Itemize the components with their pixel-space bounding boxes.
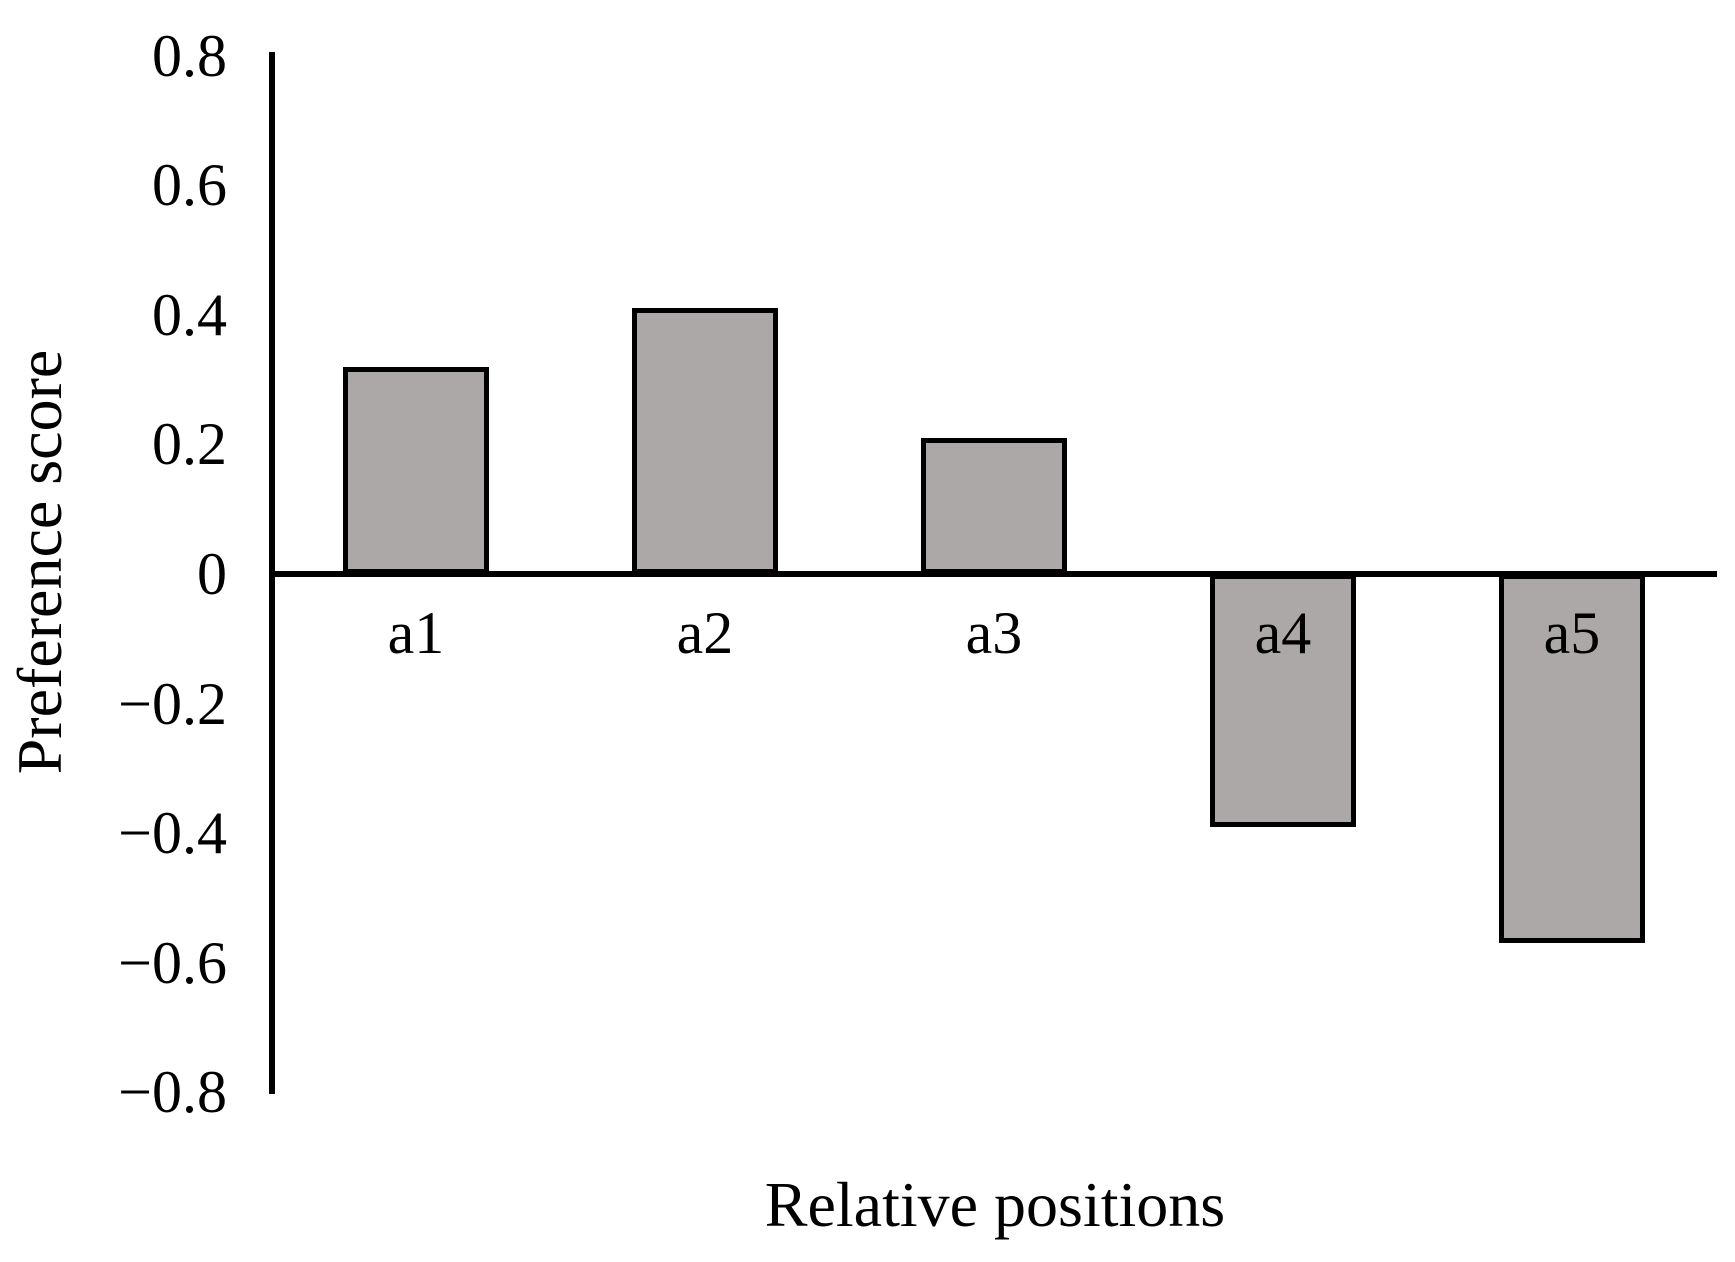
- bar-a1: [343, 366, 489, 574]
- category-label-a4: a4: [1254, 600, 1312, 666]
- x-axis-line: [269, 571, 1717, 577]
- y-tick-label-0.4: 0.4: [152, 281, 227, 348]
- category-label-a5: a5: [1543, 600, 1601, 666]
- bar-a2: [632, 308, 778, 574]
- y-tick-label--0.2: −0.2: [118, 670, 227, 737]
- x-axis-title: Relative positions: [764, 1169, 1226, 1240]
- y-tick-label--0.6: −0.6: [118, 929, 227, 996]
- y-tick-label-0: 0: [197, 541, 227, 607]
- category-label-a1: a1: [387, 600, 445, 666]
- y-tick-label--0.4: −0.4: [118, 800, 227, 867]
- bar-a5: [1499, 574, 1645, 944]
- category-label-a2: a2: [676, 600, 734, 666]
- y-tick-label-0.2: 0.2: [152, 411, 227, 478]
- bar-a3: [921, 437, 1067, 574]
- category-label-a3: a3: [965, 600, 1023, 666]
- y-tick-label--0.8: −0.8: [118, 1059, 227, 1126]
- y-tick-label-0.6: 0.6: [152, 152, 227, 219]
- bar-a4: [1210, 574, 1356, 827]
- y-tick-label-0.8: 0.8: [152, 22, 227, 89]
